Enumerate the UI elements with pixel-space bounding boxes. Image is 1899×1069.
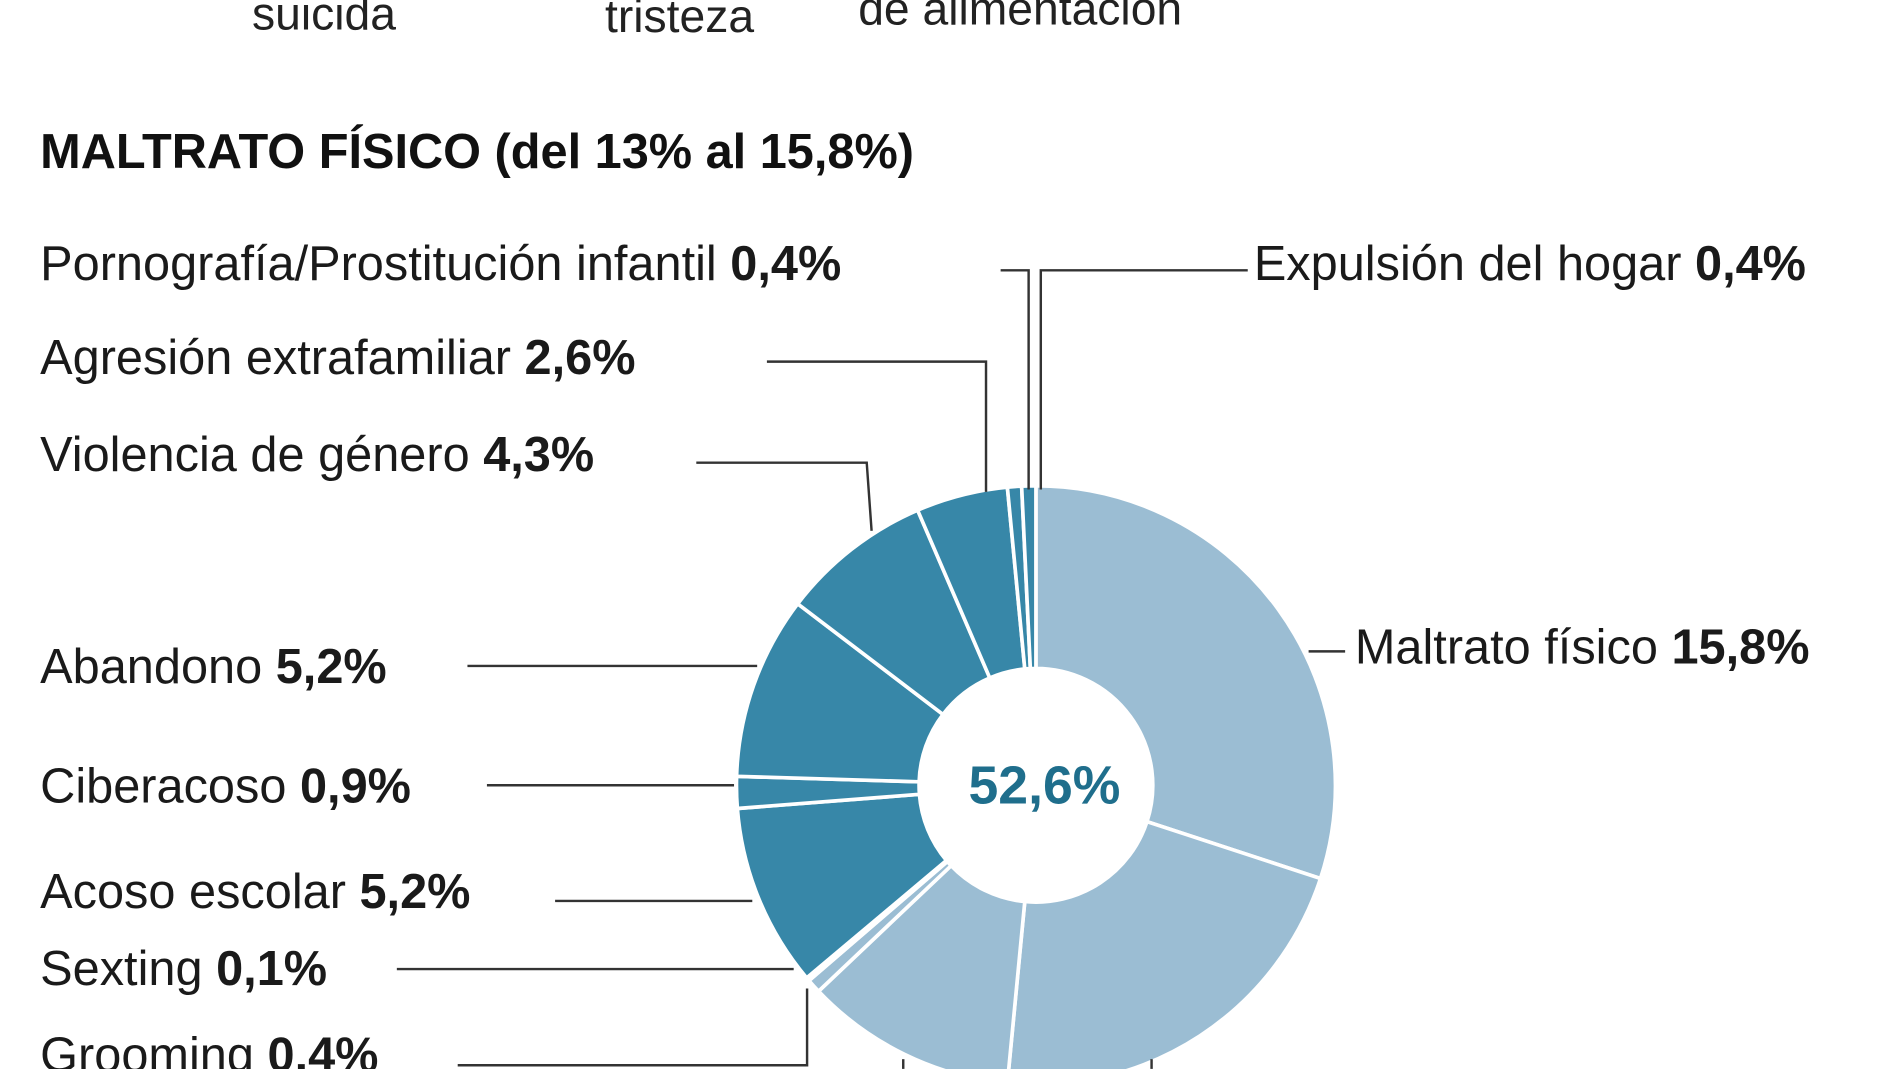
leader-line-agresion — [766, 360, 988, 492]
donut-slice-expulsión-del-hogar — [1019, 483, 1038, 671]
slices — [734, 483, 1338, 1069]
donut-slice-unlabeled-1 — [1006, 819, 1323, 1069]
donut-slice-maltrato-físico — [1034, 483, 1338, 881]
leader-line-expulsion — [1039, 269, 1248, 490]
leader-line-grooming — [457, 988, 809, 1067]
top-label-alimentacion: de alimentación — [858, 0, 1182, 34]
label-sexting: Sexting 0,1% — [40, 942, 327, 996]
top-label-tristeza: tristeza — [605, 0, 754, 42]
label-ciberacoso: Ciberacoso 0,9% — [40, 759, 411, 813]
chart-title: MALTRATO FÍSICO (del 13% al 15,8%) — [40, 125, 914, 179]
label-abandono: Abandono 5,2% — [40, 640, 387, 694]
center-total-label: 52,6% — [969, 757, 1121, 816]
label-violencia: Violencia de género 4,3% — [40, 428, 594, 482]
label-agresion: Agresión extrafamiliar 2,6% — [40, 331, 635, 385]
label-expulsion: Expulsión del hogar 0,4% — [1254, 237, 1806, 291]
top-label-suicida: suicida — [252, 0, 396, 39]
leader-line-violencia — [696, 461, 873, 531]
donut-slice-unlabeled-2 — [815, 863, 1027, 1069]
leader-line-pornografia — [1000, 269, 1030, 490]
label-pornografia: Pornografía/Prostitución infantil 0,4% — [40, 237, 841, 291]
label-acoso-escolar: Acoso escolar 5,2% — [40, 865, 470, 919]
label-grooming: Grooming 0,4% — [40, 1028, 378, 1069]
leader-lines — [396, 269, 1346, 1069]
label-maltrato: Maltrato físico 15,8% — [1355, 621, 1810, 675]
